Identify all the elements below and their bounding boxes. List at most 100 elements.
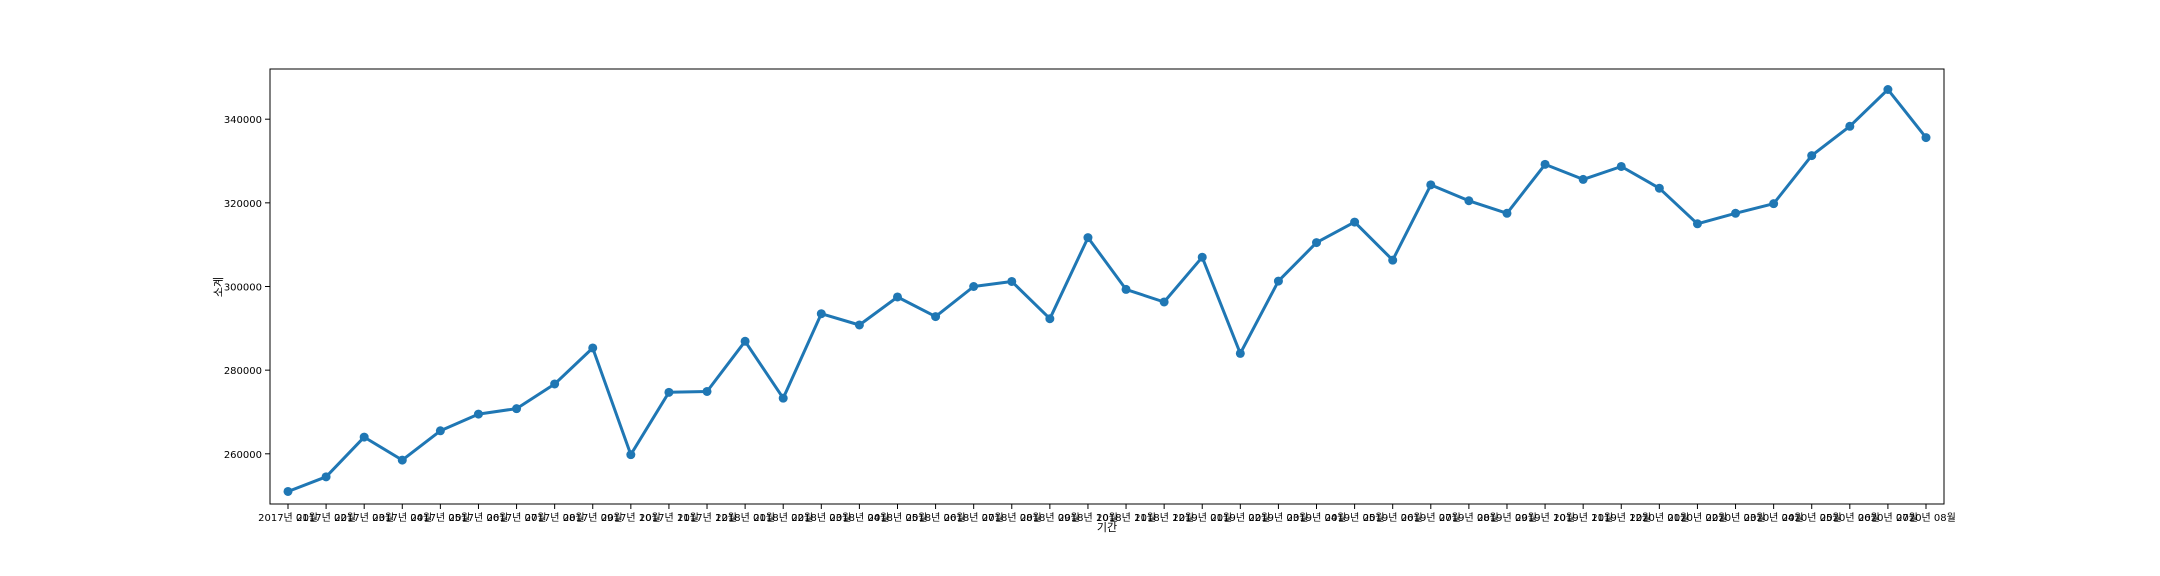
data-point bbox=[321, 472, 331, 482]
x-tick-label: 2020년 05월 bbox=[1782, 512, 1842, 524]
data-point bbox=[359, 432, 369, 442]
x-tick-label: 2018년 07월 bbox=[944, 512, 1004, 524]
data-point bbox=[740, 336, 750, 346]
data-point bbox=[1388, 255, 1398, 265]
x-tick-label: 2019년 04월 bbox=[1287, 512, 1347, 524]
x-tick-label: 2017년 06월 bbox=[449, 512, 509, 524]
y-axis: 260000 280000 300000 320000 340000 bbox=[224, 115, 270, 461]
x-tick-label: 2017년 07월 bbox=[487, 512, 547, 524]
data-point bbox=[1312, 238, 1322, 248]
x-tick-label: 2019년 12월 bbox=[1591, 512, 1651, 524]
data-point bbox=[1235, 348, 1245, 358]
x-tick-label: 2018년 08월 bbox=[982, 512, 1042, 524]
data-point bbox=[1692, 219, 1702, 229]
data-point bbox=[512, 404, 522, 414]
data-point bbox=[702, 386, 712, 396]
x-tick-label: 2019년 07월 bbox=[1401, 512, 1461, 524]
data-point bbox=[1350, 217, 1360, 227]
x-tick-label: 2018년 03월 bbox=[791, 512, 851, 524]
data-point bbox=[1845, 121, 1855, 131]
data-point bbox=[626, 450, 636, 460]
y-axis-title: 소계 bbox=[212, 277, 225, 297]
x-tick-label: 2017년 03월 bbox=[334, 512, 394, 524]
data-point bbox=[1045, 314, 1055, 324]
data-point bbox=[816, 309, 826, 319]
data-point bbox=[1578, 174, 1588, 184]
x-tick-label: 2019년 06월 bbox=[1363, 512, 1423, 524]
x-tick-label: 2019년 02월 bbox=[1210, 512, 1270, 524]
data-point bbox=[892, 292, 902, 302]
x-tick-label: 2017년 11월 bbox=[639, 512, 699, 524]
data-point bbox=[1807, 151, 1817, 161]
data-point bbox=[1197, 252, 1207, 262]
data-point bbox=[397, 455, 407, 465]
x-tick-label: 2019년 01월 bbox=[1172, 512, 1232, 524]
data-point bbox=[473, 409, 483, 419]
data-point bbox=[1007, 276, 1017, 286]
data-point bbox=[1464, 196, 1474, 206]
x-tick-label: 2017년 01월 bbox=[258, 512, 318, 524]
x-tick-label: 2019년 09월 bbox=[1477, 512, 1537, 524]
x-tick-label: 2018년 12월 bbox=[1134, 512, 1194, 524]
data-point bbox=[1731, 208, 1741, 218]
x-tick-label: 2017년 09월 bbox=[563, 512, 623, 524]
x-tick-label: 2019년 11월 bbox=[1553, 512, 1613, 524]
data-point bbox=[1121, 284, 1131, 294]
x-tick-label: 2020년 01월 bbox=[1629, 512, 1689, 524]
x-tick-label: 2018년 06월 bbox=[906, 512, 966, 524]
data-point bbox=[1616, 161, 1626, 171]
data-point bbox=[1654, 183, 1664, 193]
data-point bbox=[550, 379, 560, 389]
x-tick-label: 2019년 10월 bbox=[1515, 512, 1575, 524]
data-point bbox=[931, 312, 941, 322]
x-tick-label: 2017년 12월 bbox=[677, 512, 737, 524]
x-tick-label: 2018년 05월 bbox=[868, 512, 928, 524]
x-tick-label: 2018년 04월 bbox=[830, 512, 890, 524]
x-tick-label: 2020년 02월 bbox=[1668, 512, 1728, 524]
x-tick-label: 2020년 07월 bbox=[1858, 512, 1918, 524]
x-tick-label: 2018년 09월 bbox=[1020, 512, 1080, 524]
data-point bbox=[1540, 159, 1550, 169]
y-tick-label: 340000 bbox=[224, 115, 262, 126]
x-tick-label: 2020년 08월 bbox=[1896, 512, 1956, 524]
y-tick-label: 280000 bbox=[224, 366, 262, 377]
x-tick-label: 2019년 05월 bbox=[1325, 512, 1385, 524]
data-point bbox=[1083, 233, 1093, 243]
data-point bbox=[588, 343, 598, 353]
data-point bbox=[1769, 199, 1779, 209]
x-tick-label: 2020년 03월 bbox=[1706, 512, 1766, 524]
x-tick-label: 2017년 04월 bbox=[372, 512, 432, 524]
x-tick-label: 2018년 11월 bbox=[1096, 512, 1156, 524]
data-point bbox=[1502, 208, 1512, 218]
series-points bbox=[283, 84, 1931, 496]
data-point bbox=[854, 320, 864, 330]
data-point bbox=[1273, 276, 1283, 286]
series-line bbox=[287, 88, 1928, 493]
data-point bbox=[1921, 133, 1931, 143]
data-point bbox=[435, 426, 445, 436]
y-tick-label: 300000 bbox=[224, 283, 262, 294]
x-tick-label: 2020년 04월 bbox=[1744, 512, 1804, 524]
y-tick-label: 260000 bbox=[224, 450, 262, 461]
x-tick-label: 2017년 05월 bbox=[410, 512, 470, 524]
x-tick-label: 2019년 08월 bbox=[1439, 512, 1499, 524]
data-point bbox=[1426, 180, 1436, 190]
x-tick-label: 2017년 08월 bbox=[525, 512, 585, 524]
data-point bbox=[778, 393, 788, 403]
x-tick-label: 2019년 03월 bbox=[1249, 512, 1309, 524]
data-point bbox=[664, 387, 674, 397]
data-point bbox=[283, 486, 293, 496]
x-tick-label: 2017년 10월 bbox=[601, 512, 661, 524]
plot-area-frame bbox=[269, 68, 1945, 505]
x-axis-title: 기간 bbox=[1097, 521, 1117, 534]
x-tick-label: 2020년 06월 bbox=[1820, 512, 1880, 524]
data-point bbox=[969, 282, 979, 291]
data-point bbox=[1883, 84, 1893, 94]
x-tick-label: 2017년 02월 bbox=[296, 512, 356, 524]
y-tick-label: 320000 bbox=[224, 199, 262, 210]
x-tick-label: 2018년 10월 bbox=[1058, 512, 1118, 524]
data-point bbox=[1159, 297, 1169, 307]
